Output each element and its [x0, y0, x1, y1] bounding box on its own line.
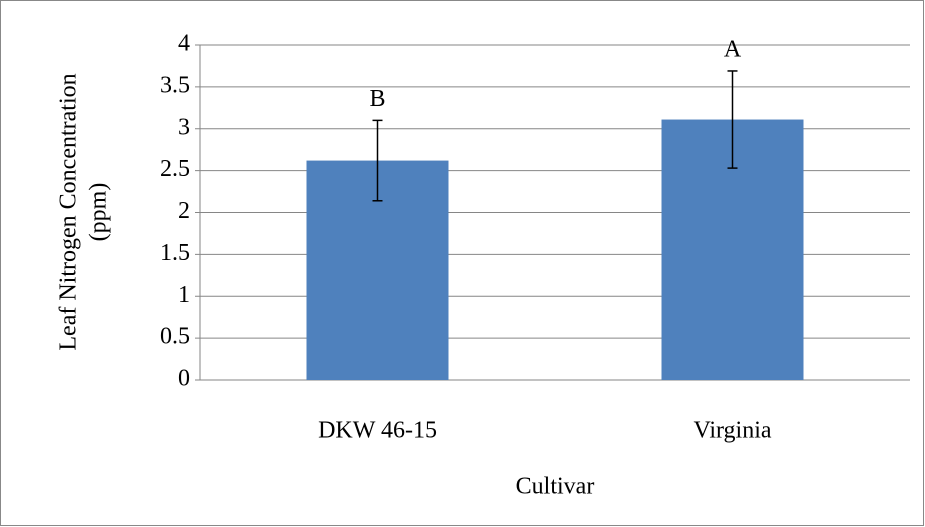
annotation: B [369, 86, 385, 112]
y-axis-title: Leaf Nitrogen Concentration [56, 73, 82, 350]
y-tick-label: 2 [178, 198, 190, 224]
annotation: A [724, 36, 742, 62]
y-tick-label: 0.5 [160, 324, 190, 350]
y-tick-label: 1 [178, 282, 190, 308]
y-tick-label: 1.5 [160, 240, 190, 266]
y-tick-label: 2.5 [160, 156, 190, 182]
x-tick-label: DKW 46-15 [318, 418, 437, 444]
x-axis-title: Cultivar [516, 474, 595, 500]
y-tick-label: 3.5 [160, 72, 190, 98]
y-axis-title: (ppm) [86, 183, 112, 242]
y-tick-label: 4 [178, 31, 190, 57]
x-tick-label: Virginia [693, 418, 771, 444]
y-tick-label: 0 [178, 366, 190, 392]
y-tick-label: 3 [178, 114, 190, 140]
